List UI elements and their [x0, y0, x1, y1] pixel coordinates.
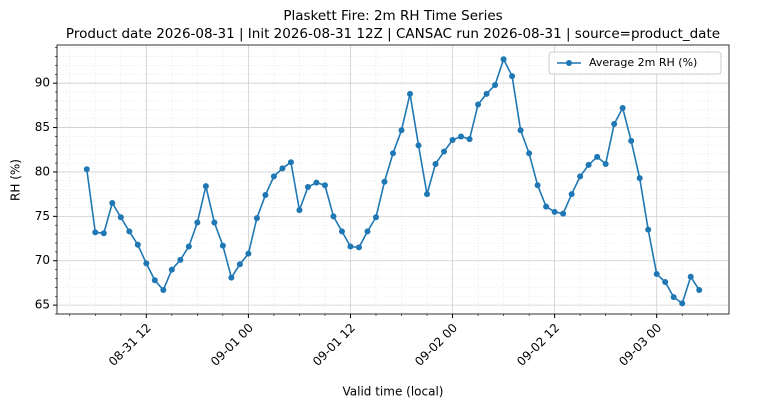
point [645, 226, 652, 233]
point [517, 127, 524, 134]
x-tick-label: 08-31 12 [106, 321, 154, 369]
point [211, 219, 218, 226]
point [262, 192, 269, 199]
point [381, 178, 388, 185]
point [679, 300, 686, 307]
point [628, 137, 635, 144]
point [236, 261, 243, 268]
point [83, 166, 90, 173]
chart-title: Plaskett Fire: 2m RH Time Series [283, 8, 502, 24]
x-tick-label: 09-01 12 [310, 321, 358, 369]
x-tick-label: 09-03 00 [616, 321, 664, 369]
point [415, 142, 422, 149]
point [398, 127, 405, 134]
point [475, 101, 482, 108]
point [585, 161, 592, 168]
line [85, 57, 700, 305]
point [355, 244, 362, 251]
point [185, 243, 192, 250]
point [338, 228, 345, 235]
point [594, 153, 601, 160]
point [424, 191, 431, 198]
point [296, 207, 303, 214]
x-tick-label: 09-02 12 [514, 321, 562, 369]
point [219, 242, 226, 249]
y-tick-label: 65 [35, 298, 50, 312]
point [177, 256, 184, 263]
point [568, 191, 575, 198]
point [253, 215, 260, 222]
point [143, 260, 150, 267]
point [245, 250, 252, 257]
point [228, 274, 235, 281]
point [117, 214, 124, 221]
point [611, 121, 618, 128]
point [134, 241, 141, 248]
point [347, 243, 354, 250]
point [441, 148, 448, 155]
point [696, 287, 703, 294]
point [466, 136, 473, 143]
point [551, 208, 558, 215]
y-tick-label: 75 [35, 209, 50, 223]
y-axis-label: RH (%) [9, 159, 23, 201]
y-tick-label: 70 [35, 253, 50, 267]
point [653, 271, 660, 278]
point [194, 219, 201, 226]
chart-subtitle: Product date 2026-08-31 | Init 2026-08-3… [66, 26, 720, 42]
point [492, 81, 499, 88]
point [526, 150, 533, 157]
point [407, 90, 414, 97]
point [458, 133, 465, 140]
point [619, 105, 626, 112]
legend-label: Average 2m RH (%) [589, 56, 697, 69]
point [313, 179, 320, 186]
legend-marker [566, 60, 572, 66]
point [92, 229, 99, 236]
point [100, 230, 107, 237]
y-tick-label: 90 [35, 76, 50, 90]
point [270, 173, 277, 180]
point [687, 273, 694, 280]
y-tick-label: 80 [35, 164, 50, 178]
point [109, 200, 116, 207]
point [364, 228, 371, 235]
point [662, 279, 669, 286]
point [602, 160, 609, 167]
legend-box [548, 51, 722, 75]
plot-frame [56, 44, 730, 315]
point [304, 184, 311, 191]
point [432, 160, 439, 167]
point [534, 182, 541, 189]
point [202, 183, 209, 190]
y-tick-label: 85 [35, 120, 50, 134]
point [160, 287, 167, 294]
point [509, 73, 516, 80]
point [483, 90, 490, 97]
point [287, 159, 294, 166]
point [279, 165, 286, 172]
point [543, 203, 550, 210]
point [372, 214, 379, 221]
x-tick-label: 09-02 00 [412, 321, 460, 369]
point [330, 213, 337, 220]
point [636, 175, 643, 182]
point [168, 266, 175, 273]
point [500, 56, 507, 63]
point [560, 210, 567, 217]
point [577, 173, 584, 180]
x-tick-label: 09-01 00 [208, 321, 256, 369]
point [321, 182, 328, 189]
point [151, 277, 158, 284]
point [670, 294, 677, 301]
point [126, 228, 133, 235]
point [449, 136, 456, 143]
point [390, 150, 396, 157]
x-axis-label: Valid time (local) [343, 385, 444, 399]
